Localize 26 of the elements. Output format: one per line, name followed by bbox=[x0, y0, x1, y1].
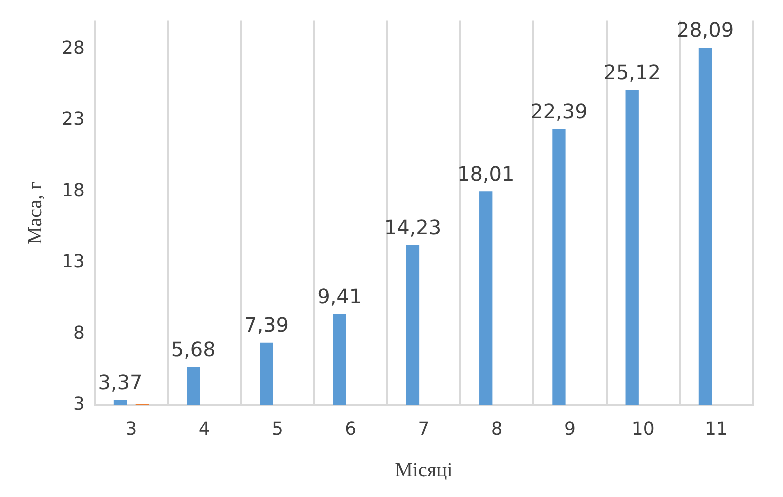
x-tick-label: 11 bbox=[704, 418, 728, 440]
x-tick-label: 4 bbox=[198, 418, 210, 440]
data-label: 3,37 bbox=[98, 370, 143, 394]
data-label: 7,39 bbox=[244, 313, 290, 338]
y-tick-label: 18 bbox=[62, 180, 85, 202]
y-tick-label: 23 bbox=[62, 109, 85, 130]
data-label: 9,41 bbox=[318, 284, 362, 308]
x-tick-label: 7 bbox=[418, 418, 430, 440]
data-label: 22,39 bbox=[530, 99, 588, 124]
data-label: 28,09 bbox=[676, 18, 734, 42]
y-tick-label: 13 bbox=[62, 252, 85, 273]
y-tick-label: 3 bbox=[73, 394, 85, 416]
x-tick-label: 5 bbox=[272, 418, 284, 440]
x-tick-label: 3 bbox=[126, 418, 138, 440]
x-tick-label: 10 bbox=[632, 418, 655, 440]
x-tick-label: 6 bbox=[345, 418, 357, 440]
y-tick-label: 28 bbox=[62, 38, 85, 59]
x-tick-label: 9 bbox=[564, 418, 576, 440]
data-label: 18,01 bbox=[457, 162, 515, 186]
x-axis-title: Місяці bbox=[395, 459, 454, 482]
y-tick-label: 8 bbox=[73, 322, 85, 344]
y-axis-title: Маса, г bbox=[24, 182, 46, 245]
data-label: 25,12 bbox=[604, 60, 661, 85]
data-label: 5,68 bbox=[171, 337, 216, 362]
data-label: 14,23 bbox=[384, 216, 442, 240]
x-tick-label: 8 bbox=[491, 418, 503, 440]
